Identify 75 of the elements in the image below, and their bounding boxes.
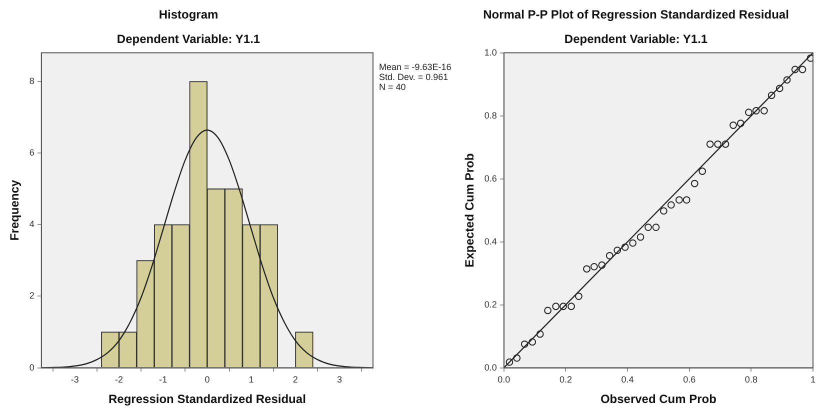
point	[791, 66, 799, 74]
point	[730, 122, 737, 129]
point	[667, 201, 675, 209]
point	[698, 168, 706, 175]
point	[575, 292, 582, 300]
point	[706, 140, 714, 148]
x-tick-label: 1	[810, 374, 816, 385]
point	[606, 252, 614, 260]
x-tick-label: 1	[248, 374, 254, 385]
chart-subtitle: Dependent Variable: Y1.1	[116, 32, 260, 46]
point	[568, 302, 575, 310]
point	[714, 140, 722, 148]
x-tick-label: 3	[336, 374, 342, 385]
y-axis-title: Frequency	[8, 180, 22, 241]
point	[736, 120, 744, 128]
y-tick-label: 0.2	[484, 299, 497, 310]
chart-title: Histogram	[158, 8, 218, 22]
y-tick-label: 0.6	[484, 173, 497, 184]
x-tick-label: -2	[115, 374, 124, 385]
point	[528, 338, 536, 346]
y-tick-label: 0.8	[484, 110, 497, 120]
x-axis-title: Regression Standardized Residual	[108, 392, 306, 406]
point	[644, 224, 652, 232]
point	[776, 84, 784, 92]
y-tick-label: 0.4	[484, 236, 497, 246]
point	[583, 265, 590, 273]
point	[722, 140, 730, 148]
x-tick-label: 0.6	[683, 374, 696, 385]
point	[760, 107, 768, 114]
x-axis-title: Observed Cum Prob	[600, 392, 716, 406]
y-tick-label: 1.0	[484, 47, 497, 58]
text: Mean = -9.63E-16	[379, 62, 452, 72]
point	[506, 358, 514, 366]
point	[745, 108, 752, 116]
text: Std. Dev. = 0.961	[379, 72, 448, 82]
point	[675, 196, 683, 204]
point	[629, 239, 636, 247]
x-tick-label: -3	[70, 374, 79, 385]
y-tick-label: 4	[29, 219, 34, 230]
point	[621, 243, 629, 251]
chart-subtitle: Dependent Variable: Y1.1	[564, 32, 708, 46]
x-tick-label: -1	[159, 374, 168, 385]
point	[752, 107, 760, 114]
text: N = 40	[379, 82, 406, 92]
x-tick-label: 0.2	[559, 374, 572, 385]
y-axis-title: Expected Cum Prob	[462, 153, 477, 268]
point	[690, 180, 698, 188]
point	[552, 302, 560, 310]
point	[598, 261, 606, 269]
point	[768, 92, 776, 100]
point	[536, 330, 544, 338]
chart-title: Normal P-P Plot of Regression Standardized Residual	[483, 8, 789, 22]
x-tick-label: 0.4	[621, 374, 634, 385]
point	[544, 306, 552, 314]
point	[682, 196, 690, 204]
point	[590, 262, 598, 270]
point	[614, 246, 622, 254]
point	[513, 354, 521, 362]
x-tick-label: 0.0	[498, 374, 510, 385]
x-tick-label: 2	[292, 374, 298, 385]
point	[798, 66, 806, 74]
point	[783, 76, 791, 84]
y-tick-label: 0.0	[484, 362, 497, 372]
point	[636, 233, 644, 241]
y-tick-label: 0	[29, 362, 34, 372]
y-tick-label: 2	[29, 290, 34, 301]
point	[652, 224, 660, 232]
point	[660, 207, 668, 215]
point	[560, 302, 567, 310]
x-tick-label: 0.8	[744, 374, 758, 385]
point	[806, 54, 813, 62]
y-tick-label: 6	[29, 148, 34, 158]
point	[520, 340, 528, 348]
x-tick-label: 0	[204, 374, 210, 385]
y-tick-label: 8	[29, 76, 34, 86]
